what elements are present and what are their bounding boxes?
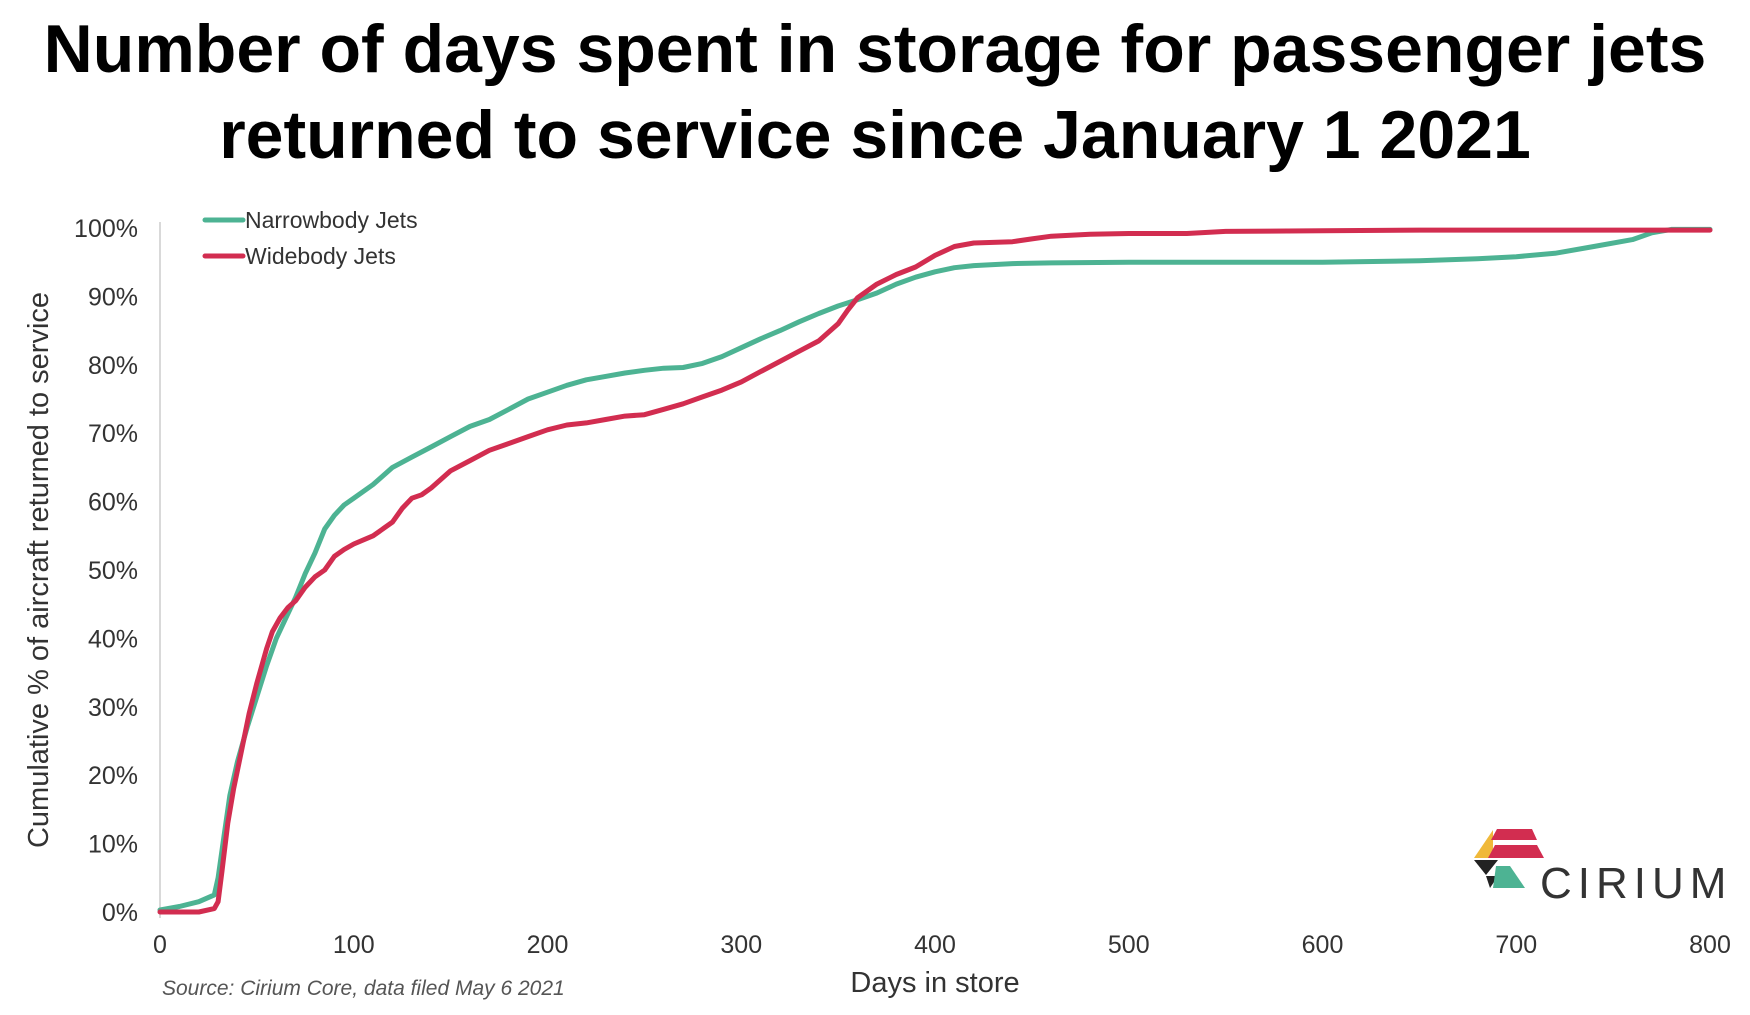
chart-title: Number of days spent in storage for pass… <box>43 11 1707 173</box>
y-tick-label: 90% <box>88 283 138 311</box>
legend-label: Widebody Jets <box>245 243 396 269</box>
logo-red-lower-shape <box>1488 845 1544 858</box>
y-tick-label: 80% <box>88 352 138 380</box>
logo-yellow-shape <box>1474 830 1493 858</box>
source-note: Source: Cirium Core, data filed May 6 20… <box>162 977 565 1000</box>
y-tick-label: 10% <box>88 831 138 859</box>
x-tick-label: 200 <box>527 931 569 959</box>
y-axis-title: Cumulative % of aircraft returned to ser… <box>23 292 55 848</box>
x-tick-label: 700 <box>1495 931 1537 959</box>
x-tick-label: 500 <box>1108 931 1150 959</box>
series-line-widebody-jets <box>157 227 1713 915</box>
y-tick-label: 40% <box>88 625 138 653</box>
x-tick-label: 400 <box>914 931 956 959</box>
logo-red-upper-shape <box>1491 829 1537 840</box>
y-tick-label: 60% <box>88 489 138 517</box>
series-lines <box>157 226 1713 915</box>
x-tick-label: 0 <box>153 931 167 959</box>
brand-name: CIRIUM <box>1540 859 1732 908</box>
series-line-narrowbody-jets <box>157 226 1713 913</box>
legend: Narrowbody Jets Widebody Jets <box>202 207 418 269</box>
x-tick-label: 300 <box>720 931 762 959</box>
legend-label: Narrowbody Jets <box>245 207 418 233</box>
y-tick-label: 0% <box>102 899 138 927</box>
x-axis-title: Days in store <box>850 967 1019 999</box>
cirium-logo: CIRIUM <box>1474 829 1732 908</box>
y-tick-label: 50% <box>88 557 138 585</box>
y-tick-label: 70% <box>88 420 138 448</box>
y-tick-label: 30% <box>88 694 138 722</box>
y-tick-labels: 0% 10% 20% 30% 40% 50% 60% 70% 80% 90% 100% <box>74 215 138 927</box>
y-tick-label: 100% <box>74 215 138 243</box>
x-tick-label: 600 <box>1302 931 1344 959</box>
x-tick-labels: 0 100 200 300 400 500 600 700 800 <box>153 931 1731 959</box>
logo-green-shape <box>1493 866 1525 888</box>
y-tick-label: 20% <box>88 762 138 790</box>
x-tick-label: 800 <box>1689 931 1731 959</box>
logo-dark-shape <box>1474 860 1498 875</box>
y-axis-title-group: Cumulative % of aircraft returned to ser… <box>23 292 55 848</box>
x-tick-label: 100 <box>333 931 375 959</box>
